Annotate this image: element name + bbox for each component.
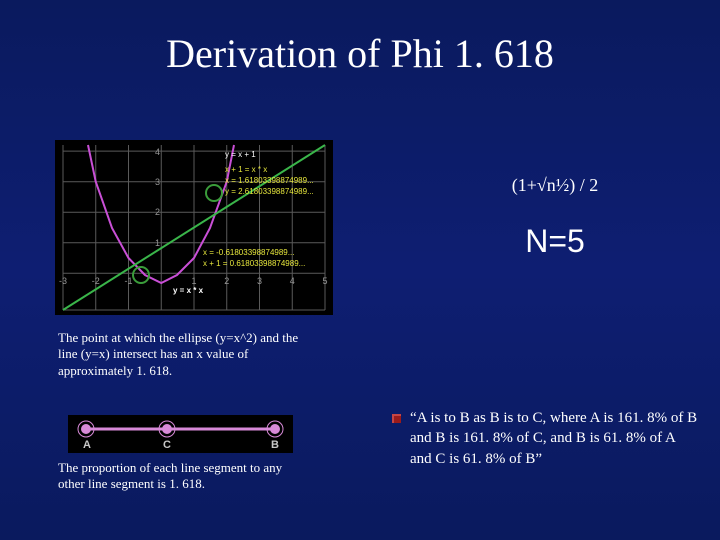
plot-eq3: y = 2.61803398874989... — [225, 187, 314, 196]
plot-svg: -3 -2 -1 1 2 3 4 5 1 2 3 4 y = x + 1 x +… — [55, 140, 333, 315]
svg-text:-1: -1 — [124, 276, 132, 286]
plot-label-top: y = x + 1 — [225, 150, 256, 159]
segment-figure: A C B — [68, 415, 293, 453]
svg-text:4: 4 — [155, 147, 160, 157]
phi-formula: (1+√n½) / 2 — [430, 175, 680, 196]
plot-label-bottom-y: y = x * x — [173, 286, 204, 295]
svg-text:-2: -2 — [92, 276, 100, 286]
svg-text:1: 1 — [191, 276, 196, 286]
seg-label-b: B — [271, 439, 279, 451]
plot-label-bottom-x1: x = -0.61803398874989... — [203, 248, 294, 257]
svg-text:3: 3 — [257, 276, 262, 286]
plot-eq1: x + 1 = x * x — [225, 165, 267, 174]
svg-text:2: 2 — [155, 207, 160, 217]
svg-text:1: 1 — [155, 238, 160, 248]
svg-text:4: 4 — [290, 276, 295, 286]
bullet-icon — [392, 414, 401, 423]
n-equals: N=5 — [430, 223, 680, 260]
segment-svg: A C B — [68, 415, 293, 453]
plot-label-bottom-x2: x + 1 = 0.61803398874989... — [203, 259, 305, 268]
seg-label-c: C — [163, 439, 171, 451]
svg-text:2: 2 — [224, 276, 229, 286]
plot-eq2: x = 1.61803398874989... — [225, 176, 314, 185]
bullet-text: “A is to B as B is to C, where A is 161.… — [410, 408, 700, 469]
svg-text:5: 5 — [322, 276, 327, 286]
caption-segment: The proportion of each line segment to a… — [58, 460, 298, 493]
caption-plot: The point at which the ellipse (y=x^2) a… — [58, 330, 318, 379]
bullet-content: “A is to B as B is to C, where A is 161.… — [410, 410, 697, 467]
svg-text:3: 3 — [155, 177, 160, 187]
svg-text:-3: -3 — [59, 276, 67, 286]
slide-title: Derivation of Phi 1. 618 — [0, 30, 720, 77]
phi-plot: -3 -2 -1 1 2 3 4 5 1 2 3 4 y = x + 1 x +… — [55, 140, 333, 315]
seg-label-a: A — [83, 439, 91, 451]
intersection-pos — [206, 185, 222, 201]
